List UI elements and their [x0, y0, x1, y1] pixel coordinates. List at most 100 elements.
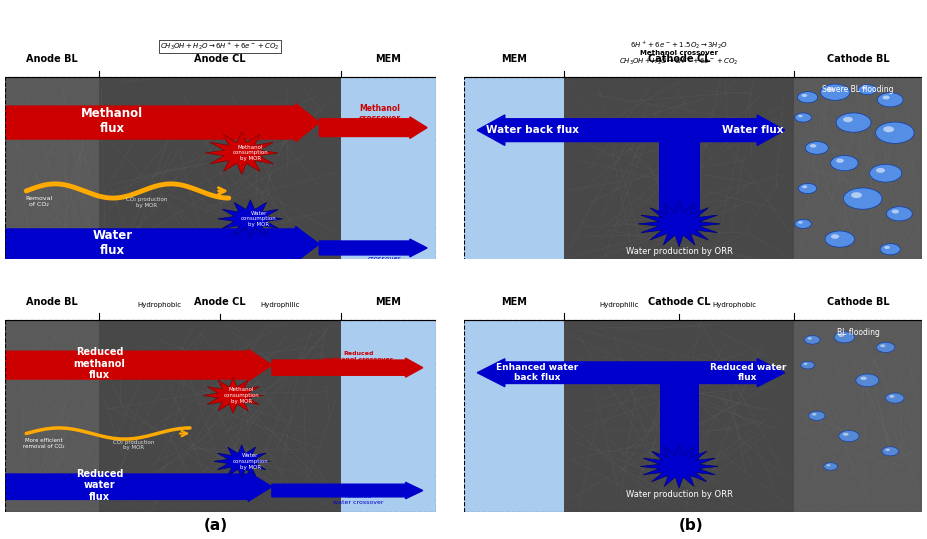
Text: Hydrophobic: Hydrophobic — [712, 302, 756, 308]
Circle shape — [807, 337, 812, 340]
Text: Reduced
methanol crossover: Reduced methanol crossover — [324, 351, 393, 362]
Bar — [341, 77, 436, 270]
Bar — [464, 320, 565, 512]
Bar — [565, 320, 794, 512]
Circle shape — [883, 95, 890, 100]
Text: Reduced water
flux: Reduced water flux — [710, 363, 786, 382]
Circle shape — [798, 183, 817, 194]
Text: Methanol
consumption
by MOR: Methanol consumption by MOR — [223, 387, 260, 404]
Bar — [464, 77, 922, 270]
Text: MEM: MEM — [501, 54, 527, 64]
Text: Methanol
consumption
by MOR: Methanol consumption by MOR — [233, 144, 268, 161]
Text: Reduced
water crossover: Reduced water crossover — [333, 494, 384, 505]
Text: Methanol
crossover: Methanol crossover — [359, 104, 400, 123]
Text: Reduced
water
flux: Reduced water flux — [76, 469, 123, 502]
Circle shape — [810, 144, 817, 148]
Text: Water
consumption
by MOR: Water consumption by MOR — [241, 211, 277, 227]
Circle shape — [802, 185, 807, 188]
Text: Anode CL: Anode CL — [195, 54, 246, 64]
FancyArrow shape — [679, 359, 784, 386]
Circle shape — [798, 221, 803, 224]
Text: Cathode CL: Cathode CL — [648, 297, 710, 307]
Circle shape — [880, 244, 900, 255]
Text: Cathode BL: Cathode BL — [827, 54, 889, 64]
Text: Methanol
flux: Methanol flux — [82, 107, 144, 135]
Text: Water
crossover: Water crossover — [367, 249, 400, 262]
Text: Cathode BL: Cathode BL — [827, 297, 889, 307]
Circle shape — [798, 115, 803, 118]
Circle shape — [892, 210, 899, 213]
Text: Hydrophilic: Hydrophilic — [260, 302, 300, 308]
Text: MEM: MEM — [501, 297, 527, 307]
Bar — [794, 320, 922, 512]
Bar — [5, 320, 99, 512]
Text: Hydrophobic: Hydrophobic — [138, 302, 182, 308]
Circle shape — [831, 234, 839, 239]
Polygon shape — [641, 445, 718, 488]
Bar — [565, 77, 794, 270]
Circle shape — [862, 87, 867, 89]
Circle shape — [877, 93, 903, 107]
Circle shape — [876, 122, 914, 143]
Circle shape — [843, 433, 848, 436]
Circle shape — [860, 377, 867, 380]
Text: MEM: MEM — [375, 297, 401, 307]
Circle shape — [858, 85, 877, 95]
Text: Anode BL: Anode BL — [26, 54, 78, 64]
Text: Hydrophilic: Hydrophilic — [600, 302, 640, 308]
Text: (b): (b) — [679, 518, 703, 533]
Circle shape — [851, 192, 862, 198]
Polygon shape — [205, 132, 278, 175]
Circle shape — [843, 117, 853, 122]
Circle shape — [808, 411, 825, 420]
Circle shape — [825, 231, 855, 247]
Circle shape — [794, 113, 811, 122]
Circle shape — [820, 84, 850, 100]
Circle shape — [838, 334, 844, 337]
Circle shape — [883, 126, 894, 132]
FancyArrow shape — [5, 472, 272, 501]
Circle shape — [886, 206, 912, 221]
Circle shape — [870, 164, 902, 182]
Text: CO₂ production
by MOR: CO₂ production by MOR — [113, 439, 155, 450]
FancyArrow shape — [319, 239, 427, 257]
Text: CO₂ production
by MOR: CO₂ production by MOR — [126, 197, 168, 208]
Text: BL flooding: BL flooding — [837, 328, 880, 337]
Circle shape — [880, 344, 885, 347]
Text: More efficient
removal of CO₂: More efficient removal of CO₂ — [22, 438, 64, 449]
Text: Severe BL flooding: Severe BL flooding — [822, 85, 894, 94]
Circle shape — [885, 393, 904, 403]
Bar — [464, 320, 922, 512]
FancyArrow shape — [477, 115, 679, 146]
Text: Methanol crossover: Methanol crossover — [641, 50, 718, 56]
Circle shape — [802, 94, 807, 97]
FancyArrow shape — [272, 358, 423, 377]
Bar — [5, 320, 436, 512]
Circle shape — [885, 448, 890, 451]
Circle shape — [836, 158, 844, 163]
Bar — [341, 320, 436, 512]
FancyArrow shape — [5, 349, 272, 381]
Text: (a): (a) — [204, 518, 228, 533]
Circle shape — [794, 219, 811, 229]
Bar — [99, 320, 341, 512]
Text: Removal
of CO₂: Removal of CO₂ — [26, 196, 53, 206]
Circle shape — [824, 462, 837, 470]
Bar — [794, 77, 922, 270]
FancyArrow shape — [319, 117, 427, 139]
Circle shape — [805, 335, 820, 344]
Polygon shape — [214, 445, 270, 478]
Polygon shape — [218, 200, 283, 238]
Circle shape — [831, 155, 858, 171]
Bar — [658, 130, 700, 224]
Text: MEM: MEM — [375, 54, 401, 64]
Circle shape — [801, 361, 815, 369]
Text: Cathode CL: Cathode CL — [648, 54, 710, 64]
Text: $CH_3OH+H_2O\rightarrow6H^++6e^-+CO_2$: $CH_3OH+H_2O\rightarrow6H^++6e^-+CO_2$ — [619, 56, 739, 67]
Bar — [5, 77, 436, 270]
Text: Water production by ORR: Water production by ORR — [626, 247, 732, 256]
Circle shape — [876, 168, 885, 173]
Text: Anode BL: Anode BL — [26, 297, 78, 307]
Bar — [464, 77, 565, 270]
Circle shape — [882, 447, 898, 456]
